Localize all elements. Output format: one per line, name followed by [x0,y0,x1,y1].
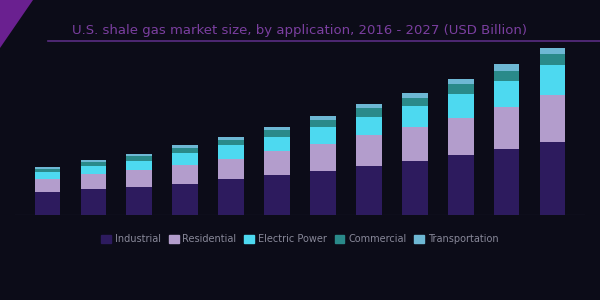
Bar [35,192,60,215]
Bar [265,151,290,175]
Title: U.S. shale gas market size, by application, 2016 - 2027 (USD Billion): U.S. shale gas market size, by applicati… [73,24,527,37]
Bar [402,98,428,106]
Bar [310,116,335,120]
Bar [356,136,382,166]
Bar [172,145,198,148]
Bar [494,70,520,81]
Bar [402,106,428,127]
Bar [218,140,244,145]
Bar [80,174,106,189]
Bar [127,154,152,156]
Legend: Industrial, Residential, Electric Power, Commercial, Transportation: Industrial, Residential, Electric Power,… [98,230,502,248]
Bar [540,48,565,54]
Bar [172,148,198,153]
Bar [448,118,473,155]
Bar [35,167,60,169]
Bar [402,160,428,215]
Bar [540,95,565,142]
Bar [265,130,290,136]
Bar [356,108,382,117]
Bar [494,149,520,215]
Bar [80,162,106,166]
Bar [80,166,106,174]
Bar [265,175,290,215]
Bar [218,179,244,215]
Bar [127,160,152,170]
Bar [35,172,60,179]
Bar [127,187,152,215]
Bar [80,160,106,162]
Bar [35,179,60,192]
Bar [494,107,520,149]
Bar [172,165,198,184]
Bar [540,65,565,95]
Bar [127,156,152,161]
Bar [356,166,382,215]
Bar [310,127,335,144]
Bar [448,84,473,94]
Bar [218,145,244,158]
Bar [494,64,520,70]
Bar [265,127,290,130]
Bar [310,171,335,215]
Bar [448,79,473,84]
Bar [448,155,473,215]
Bar [356,117,382,136]
Bar [402,127,428,160]
Bar [218,136,244,140]
Bar [448,94,473,118]
Bar [127,170,152,187]
Bar [35,169,60,172]
Bar [494,81,520,107]
Bar [172,153,198,165]
Bar [310,120,335,127]
Bar [310,144,335,171]
Bar [80,189,106,215]
Bar [218,158,244,179]
Bar [540,54,565,65]
Bar [172,184,198,215]
Bar [265,136,290,151]
Bar [402,93,428,98]
Bar [356,104,382,108]
Bar [540,142,565,215]
